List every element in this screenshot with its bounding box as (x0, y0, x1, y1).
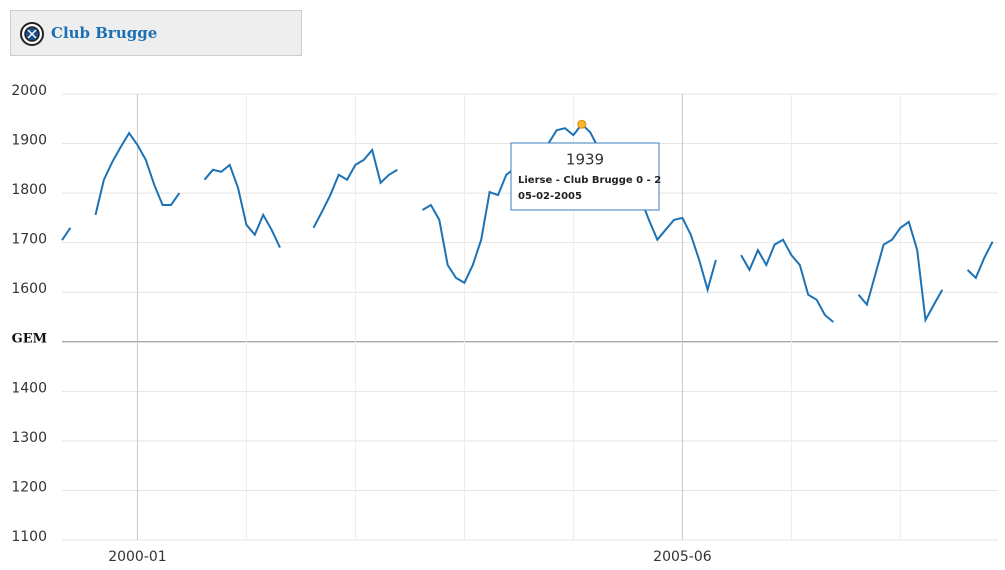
club-name[interactable]: Club Brugge (51, 24, 158, 42)
rating-line (61, 122, 994, 324)
tooltip-match: Lierse - Club Brugge 0 - 2 (518, 175, 661, 186)
y-tick-label: 1700 (11, 232, 47, 248)
y-tick-label: 1600 (11, 281, 47, 297)
y-tick-label: 1900 (11, 133, 47, 149)
tooltip: 1939 Lierse - Club Brugge 0 - 2 05-02-20… (510, 142, 661, 211)
tooltip-box (510, 142, 660, 211)
y-tick-label: 1800 (11, 182, 47, 198)
y-tick-label: 1400 (11, 380, 47, 396)
tooltip-date: 05-02-2005 (518, 191, 582, 202)
x-tick-label: 2000-01 (108, 549, 167, 565)
club-header[interactable]: Club Brugge (10, 10, 302, 56)
y-tick-label: 2000 (11, 83, 47, 99)
y-tick-label: GEM (12, 331, 47, 346)
y-tick-label: 1300 (11, 430, 47, 446)
x-tick-label: 2005-06 (653, 549, 712, 565)
y-tick-label: 1200 (11, 479, 47, 495)
tooltip-value: 1939 (566, 151, 604, 169)
y-tick-label: 1100 (11, 529, 47, 545)
club-logo (20, 22, 44, 46)
highlight-point (577, 119, 587, 129)
